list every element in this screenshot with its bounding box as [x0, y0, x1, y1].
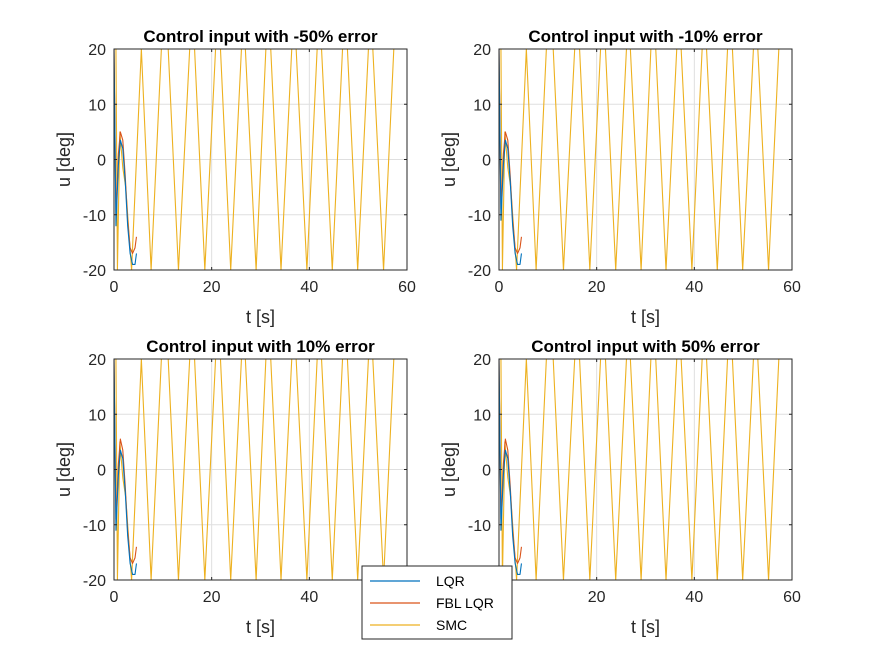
y-tick-label: -10 — [83, 518, 106, 535]
y-tick-label: 10 — [473, 407, 491, 424]
legend-label: LQR — [436, 573, 465, 589]
y-tick-label: 10 — [88, 407, 106, 424]
x-tick-label: 40 — [300, 279, 318, 296]
subplot-2: 0 20 40 60 -20 -10 0 10 20 Control input with -10… — [439, 27, 801, 327]
y-tick-label: 0 — [97, 153, 106, 170]
y-tick-label: 20 — [473, 352, 491, 369]
y-tick-label: 0 — [482, 463, 491, 480]
series-line-smc — [114, 49, 407, 270]
chart-title: Control input with -10% error — [528, 27, 763, 46]
chart-title: Control input with -50% error — [143, 27, 378, 46]
series-line-smc — [499, 49, 792, 270]
x-axis-label: t [s] — [246, 617, 275, 637]
y-axis-label: u [deg] — [54, 442, 74, 497]
chart-title: Control input with 10% error — [146, 337, 375, 356]
series-line-lqr — [114, 49, 138, 266]
y-tick-label: -10 — [83, 208, 106, 225]
chart-title: Control input with 50% error — [531, 337, 760, 356]
series-line-lqr — [114, 359, 138, 576]
y-tick-label: 10 — [473, 97, 491, 114]
legend-label: FBL LQR — [436, 595, 494, 611]
x-tick-label: 0 — [495, 279, 504, 296]
x-tick-label: 60 — [783, 589, 801, 606]
y-tick-label: -20 — [83, 573, 106, 590]
x-tick-label: 40 — [685, 589, 703, 606]
x-tick-label: 20 — [203, 589, 221, 606]
y-tick-label: 20 — [88, 42, 106, 59]
x-tick-label: 20 — [588, 279, 606, 296]
x-tick-label: 0 — [110, 589, 119, 606]
series-line-lqr — [499, 49, 523, 266]
x-axis-label: t [s] — [246, 307, 275, 327]
x-tick-label: 40 — [685, 279, 703, 296]
x-axis-label: t [s] — [631, 307, 660, 327]
y-tick-label: -20 — [83, 263, 106, 280]
y-tick-label: 0 — [97, 463, 106, 480]
legend-label: SMC — [436, 617, 467, 633]
x-tick-label: 60 — [783, 279, 801, 296]
y-axis-label: u [deg] — [439, 132, 459, 187]
x-tick-label: 20 — [203, 279, 221, 296]
y-tick-label: 20 — [88, 352, 106, 369]
x-tick-label: 40 — [300, 589, 318, 606]
x-tick-label: 20 — [588, 589, 606, 606]
y-tick-label: 20 — [473, 42, 491, 59]
subplot-1: 0 20 40 60 -20 -10 0 10 20 Control input with -50… — [54, 27, 416, 327]
y-axis-label: u [deg] — [439, 442, 459, 497]
y-tick-label: -10 — [468, 208, 491, 225]
x-tick-label: 60 — [398, 279, 416, 296]
x-tick-label: 0 — [110, 279, 119, 296]
y-tick-label: -20 — [468, 263, 491, 280]
series-line-smc — [114, 359, 407, 580]
x-axis-label: t [s] — [631, 617, 660, 637]
legend: LQR FBL LQR SMC — [361, 565, 513, 640]
series-line-smc — [499, 359, 792, 580]
y-tick-label: -10 — [468, 518, 491, 535]
y-axis-label: u [deg] — [54, 132, 74, 187]
series-line-lqr — [499, 359, 523, 576]
y-tick-label: 0 — [482, 153, 491, 170]
y-tick-label: 10 — [88, 97, 106, 114]
